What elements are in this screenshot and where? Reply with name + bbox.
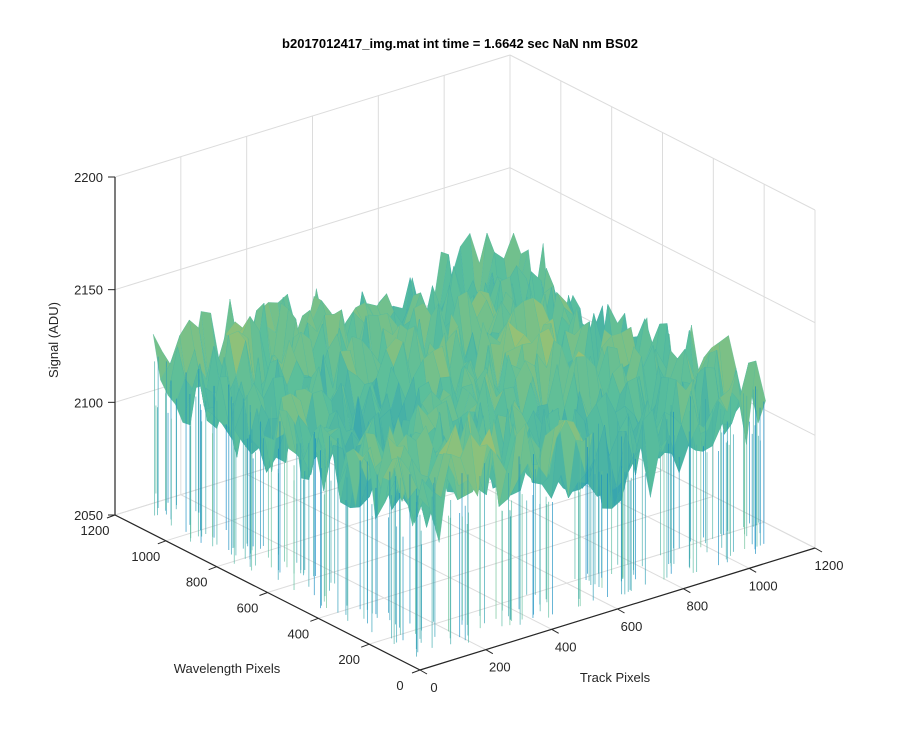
x-tick-mark [551,628,559,634]
y-tick-label: 200 [338,652,360,667]
y-tick-mark [208,566,217,571]
z-tick-label: 2100 [74,395,103,410]
z-axis-label: Signal (ADU) [46,302,61,378]
x-tick-mark [485,649,494,655]
x-tick-label: 0 [430,680,437,695]
y-tick-mark [310,617,319,622]
x-tick-mark [748,567,757,573]
surface-mesh [152,232,766,657]
floor-grid-y [369,521,765,645]
y-tick-label: 800 [186,575,208,590]
z-tick-label: 2050 [74,508,103,523]
x-tick-mark [814,547,823,553]
x-tick-label: 600 [621,619,643,634]
y-tick-label: 600 [237,601,259,616]
y-tick-label: 1200 [81,523,110,538]
y-tick-label: 400 [287,626,309,641]
y-tick-mark [157,540,167,545]
y-axis-label: Wavelength Pixels [174,661,281,676]
x-tick-label: 1000 [749,578,778,593]
z-tick-label: 2150 [74,283,103,298]
z-tick-label: 2200 [74,170,103,185]
side-wall-grid-z [509,167,816,324]
chart-title: b2017012417_img.mat int time = 1.6642 se… [282,36,638,51]
x-tick-label: 800 [686,599,708,614]
back-wall-grid-z [114,167,511,291]
y-tick-mark [360,643,370,648]
x-tick-mark [617,608,625,614]
y-tick-label: 0 [396,678,403,693]
y-tick-mark [259,592,268,596]
x-tick-label: 1200 [815,558,844,573]
floor-grid-y [318,495,714,619]
x-tick-mark [419,669,428,675]
x-tick-mark [683,588,691,594]
x-tick-label: 200 [489,660,511,675]
x-tick-label: 400 [555,639,577,654]
back-wall-grid-z [114,54,511,178]
x-axis-label: Track Pixels [580,670,651,685]
side-wall-grid-z [509,54,816,211]
y-tick-label: 1000 [131,549,160,564]
y-tick-mark [411,669,421,674]
